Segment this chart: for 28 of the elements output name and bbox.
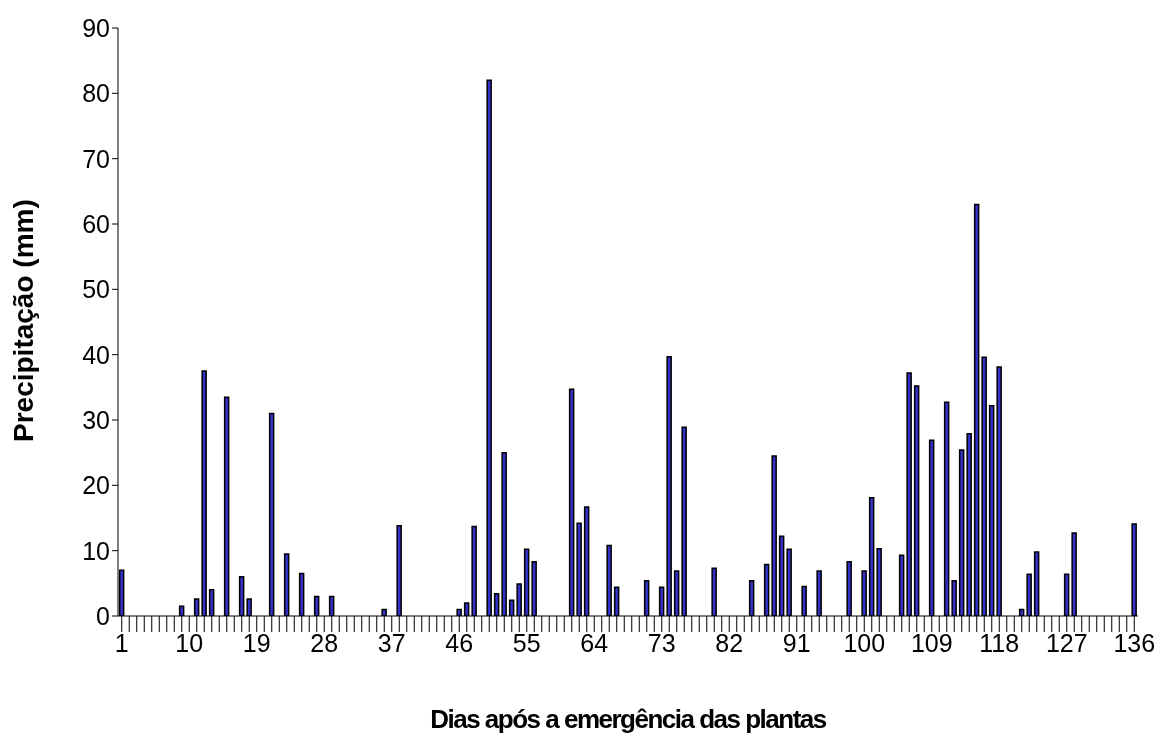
y-tick-label: 40 (82, 340, 110, 369)
x-tick-label: 64 (580, 628, 609, 657)
y-tick-label: 30 (82, 405, 110, 434)
y-tick-label: 70 (82, 144, 110, 173)
x-tick-label: 55 (512, 628, 541, 657)
x-tick-label: 127 (1045, 628, 1088, 657)
x-tick-label: 28 (310, 628, 339, 657)
y-tick-label: 0 (96, 601, 110, 630)
y-axis-title: Precipitação (mm) (7, 199, 39, 442)
x-tick-label: 82 (715, 628, 744, 657)
x-tick-label: 109 (910, 628, 953, 657)
y-tick-label: 80 (82, 79, 110, 108)
x-tick-label: 100 (843, 628, 886, 657)
y-tick-label: 50 (82, 275, 110, 304)
y-tick-label: 20 (82, 471, 110, 500)
x-tick-label: 37 (377, 628, 406, 657)
x-tick-label: 118 (979, 628, 1020, 657)
x-tick-label: 136 (1113, 628, 1156, 657)
x-tick-label: 10 (175, 628, 204, 657)
x-tick-label: 1 (114, 628, 129, 657)
x-tick-label: 73 (647, 628, 676, 657)
x-tick-label: 19 (242, 628, 271, 657)
y-tick-label: 90 (82, 13, 110, 42)
x-tick-label: 91 (782, 628, 811, 657)
y-tick-label: 10 (82, 536, 110, 565)
x-tick-label: 46 (445, 628, 474, 657)
x-axis-title: Dias após a emergência das plantas (430, 704, 827, 734)
y-tick-label: 60 (82, 209, 110, 238)
